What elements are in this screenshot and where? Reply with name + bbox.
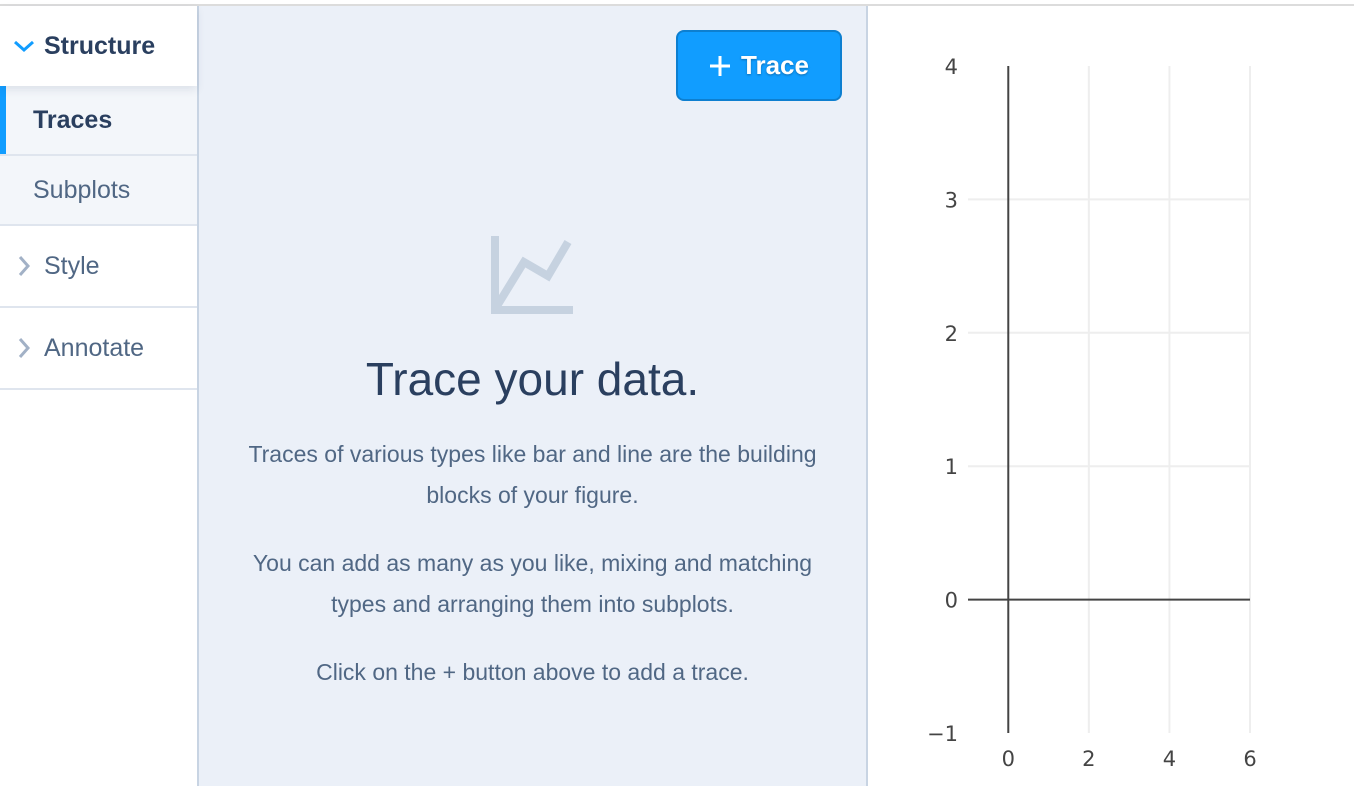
empty-state-paragraph: You can add as many as you like, mixing … [252, 550, 813, 617]
line-chart-icon [491, 236, 573, 314]
chevron-right-icon [12, 254, 36, 278]
sidebar-group-label: Annotate [44, 333, 145, 362]
empty-state-paragraph: Click on the + button above to add a tra… [316, 659, 749, 685]
sidebar-item-traces[interactable]: Traces [0, 86, 197, 156]
sidebar-group-structure[interactable]: Structure [0, 6, 197, 86]
sidebar-item-subplots[interactable]: Subplots [0, 156, 197, 226]
sidebar-group-label: Structure [44, 31, 156, 60]
x-tick-label: 2 [1082, 747, 1095, 771]
y-tick-label: 0 [945, 589, 958, 613]
chevron-down-icon [12, 34, 36, 58]
y-tick-label: 2 [945, 322, 958, 346]
y-tick-label: −1 [927, 722, 958, 746]
top-divider [0, 4, 1354, 6]
sidebar-group-label: Style [44, 251, 100, 280]
add-trace-label: Trace [741, 50, 809, 80]
chevron-right-icon [12, 336, 36, 360]
x-tick-label: 6 [1243, 747, 1256, 771]
empty-state-paragraph: Traces of various types like bar and lin… [248, 441, 817, 508]
plus-icon [710, 55, 731, 76]
add-trace-button[interactable]: Trace [676, 30, 842, 101]
sidebar-group-annotate[interactable]: Annotate [0, 308, 197, 390]
y-tick-label: 4 [945, 55, 958, 79]
traces-panel: Trace Trace your data. Traces of various… [199, 6, 868, 786]
plot-preview[interactable]: 0 2 4 6 −1 0 1 2 3 4 [868, 6, 1354, 786]
y-tick-label: 1 [945, 455, 958, 479]
sidebar-group-style[interactable]: Style [0, 226, 197, 308]
sidebar: Structure Traces Subplots Style Annotate [0, 6, 199, 786]
x-tick-label: 4 [1163, 747, 1176, 771]
y-tick-label: 3 [945, 188, 958, 212]
x-tick-label: 0 [1002, 747, 1015, 771]
empty-state-title: Trace your data. [365, 353, 700, 405]
